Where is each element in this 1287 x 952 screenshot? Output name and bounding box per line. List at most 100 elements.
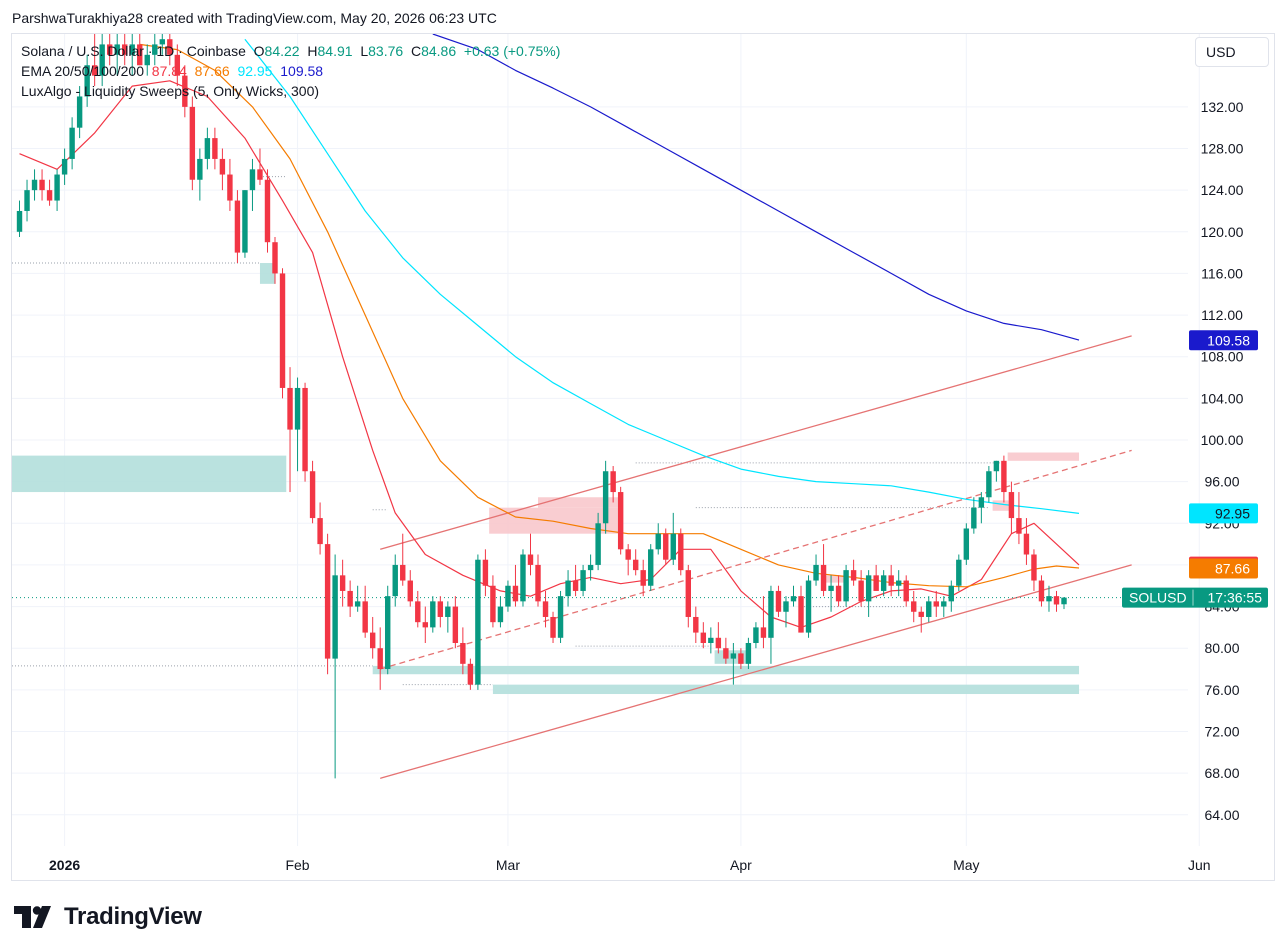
candle — [490, 575, 496, 628]
candle — [422, 606, 428, 643]
candle — [550, 611, 556, 643]
ema-price-label-bg — [1189, 503, 1258, 524]
currency-button[interactable]: USD — [1195, 37, 1269, 67]
candle — [137, 34, 143, 66]
candle — [91, 34, 98, 87]
candle-body — [843, 570, 849, 602]
candle — [587, 554, 594, 581]
candle-body — [632, 559, 639, 571]
candle — [430, 596, 436, 633]
candle — [602, 460, 609, 534]
candle — [279, 268, 286, 399]
candle-body — [738, 653, 744, 664]
price-tick-label: 80.00 — [1204, 640, 1239, 656]
last-price-symbol: SOLUSD — [1129, 590, 1187, 606]
change-value: +0.63 (+0.75%) — [463, 43, 561, 59]
candle — [738, 648, 744, 670]
candle — [287, 367, 293, 493]
candle-body — [144, 54, 150, 66]
candle-body — [174, 54, 181, 76]
candle — [730, 643, 737, 685]
candle-body — [339, 575, 346, 591]
candle — [1053, 590, 1060, 612]
candle — [648, 544, 654, 591]
candle — [400, 533, 406, 586]
candle — [753, 622, 759, 649]
open-value: 84.22 — [264, 43, 300, 59]
candle — [783, 596, 789, 628]
candle — [264, 169, 271, 253]
ema20-value: 87.84 — [151, 63, 187, 79]
indicator-title[interactable]: LuxAlgo - Liquidity Sweeps (5, Only Wick… — [21, 83, 320, 99]
candle — [693, 606, 699, 643]
candle — [798, 585, 804, 633]
candle-body — [482, 559, 489, 586]
time-tick-label: 2026 — [49, 857, 80, 873]
candle — [1038, 575, 1045, 607]
candle — [708, 627, 714, 654]
candle-body — [279, 273, 286, 388]
candle — [835, 575, 842, 607]
candle-body — [595, 523, 601, 565]
candle — [760, 596, 767, 649]
candle — [339, 559, 346, 607]
price-tick-label: 116.00 — [1201, 265, 1243, 281]
symbol-legend-row: Solana / U.S. Dollar · 1D · Coinbase O84… — [21, 41, 560, 61]
candle — [956, 554, 962, 591]
candle-body — [858, 580, 864, 602]
candle-body — [986, 471, 992, 498]
candle — [475, 554, 481, 690]
candle — [16, 200, 23, 237]
time-tick-label: Mar — [496, 857, 520, 873]
candle-body — [933, 601, 939, 607]
candle-body — [1061, 597, 1067, 605]
bearish-liquidity-zone — [538, 497, 621, 508]
price-axis: 132.00 128.00 124.00 120.00 116.00 112.00 108.… — [1122, 99, 1268, 823]
candle — [84, 54, 90, 107]
candle — [497, 596, 504, 628]
candle — [678, 528, 684, 576]
time-axis: 2026 Feb Mar Apr May Jun — [49, 857, 1211, 873]
ema-price-label-text: 109.58 — [1207, 332, 1250, 348]
candle — [1046, 585, 1052, 612]
price-tick-label: 64.00 — [1204, 807, 1239, 823]
candle-body — [542, 601, 549, 617]
candle-body — [24, 190, 30, 211]
candle-body — [182, 75, 188, 107]
candle — [700, 622, 707, 649]
candle-body — [918, 611, 924, 617]
ema-line-ema20 — [19, 80, 1080, 628]
candle — [167, 34, 173, 66]
candle — [69, 117, 75, 170]
candle-body — [385, 596, 391, 670]
candle — [655, 523, 661, 555]
ema-legend-row: EMA 20/50/100/200 87.84 87.66 92.95 109.… — [21, 61, 560, 81]
candle — [54, 169, 60, 211]
candle-body — [227, 174, 233, 201]
candle — [31, 169, 38, 201]
last-price-badge: SOLUSD 17:36:55 — [1122, 587, 1268, 608]
symbol-title[interactable]: Solana / U.S. Dollar · 1D · Coinbase — [21, 43, 246, 59]
candle — [933, 590, 939, 617]
candle-body — [122, 44, 128, 55]
candle-body — [993, 460, 1000, 472]
price-tick-label: 96.00 — [1204, 474, 1239, 490]
price-tick-label: 120.00 — [1201, 224, 1244, 240]
candle-body — [798, 596, 804, 633]
candles — [16, 34, 1067, 779]
candle-body — [956, 559, 962, 586]
candle-body — [242, 190, 248, 253]
candle-body — [197, 158, 203, 180]
bearish-liquidity-zone — [823, 575, 847, 583]
candle-body — [760, 627, 767, 638]
candle — [392, 554, 398, 607]
last-price-badge-bg — [1122, 587, 1268, 608]
candle — [918, 606, 924, 633]
bullish-liquidity-zone — [259, 263, 276, 284]
candle — [385, 585, 391, 675]
candle-body — [820, 564, 827, 591]
candle — [362, 585, 368, 638]
candle — [1016, 492, 1022, 545]
ema-title[interactable]: EMA 20/50/100/200 — [21, 63, 144, 79]
